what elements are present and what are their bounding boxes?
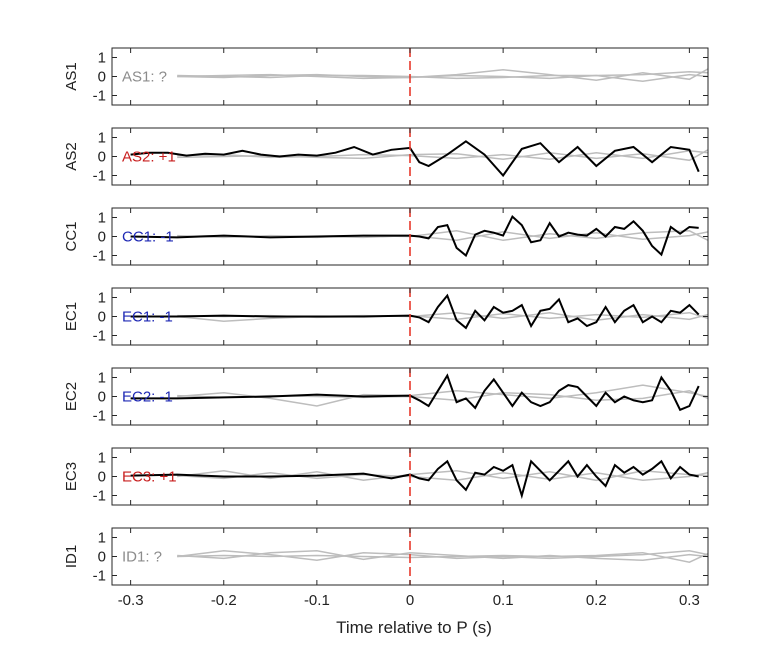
panel-as1: AS1: ? 1 0 -1 AS1 bbox=[63, 47, 709, 106]
y-tick-label: 1 bbox=[98, 130, 106, 147]
background-trace bbox=[177, 150, 708, 161]
x-tick-label: -0.2 bbox=[211, 592, 237, 609]
y-axis-label: EC3 bbox=[63, 462, 80, 491]
y-tick-label: 0 bbox=[98, 309, 106, 326]
y-tick-label: 1 bbox=[98, 530, 106, 547]
x-tick-label: 0 bbox=[406, 592, 414, 609]
y-axis-label: CC1 bbox=[63, 221, 80, 251]
background-trace bbox=[177, 231, 708, 242]
x-tick-label: 0.3 bbox=[679, 592, 700, 609]
plot-area bbox=[130, 208, 708, 265]
panel-ec1: EC1: -1 1 0 -1 EC1 bbox=[63, 287, 709, 346]
y-tick-label: -1 bbox=[93, 408, 106, 425]
panel-ec3: EC3: +1 1 0 -1 EC3 bbox=[63, 447, 709, 506]
background-trace bbox=[177, 73, 708, 83]
y-axis-label: EC2 bbox=[63, 382, 80, 411]
y-tick-label: 1 bbox=[98, 370, 106, 387]
y-tick-label: -1 bbox=[93, 248, 106, 265]
y-tick-label: 0 bbox=[98, 149, 106, 166]
main-trace bbox=[130, 214, 699, 258]
plot-area bbox=[177, 48, 708, 105]
y-tick-label: 1 bbox=[98, 450, 106, 467]
background-trace bbox=[177, 149, 708, 162]
x-tick-label: -0.1 bbox=[304, 592, 330, 609]
y-tick-label: -1 bbox=[93, 568, 106, 585]
main-trace bbox=[130, 140, 700, 178]
x-tick-label: 0.1 bbox=[493, 592, 514, 609]
y-tick-label: 1 bbox=[98, 290, 106, 307]
y-tick-label: -1 bbox=[93, 488, 106, 505]
y-axis-label: AS2 bbox=[63, 142, 80, 170]
plot-area bbox=[130, 448, 708, 505]
panel-annotation: ID1: ? bbox=[122, 549, 162, 566]
main-trace bbox=[130, 459, 699, 500]
background-trace bbox=[177, 311, 708, 323]
y-tick-label: 0 bbox=[98, 549, 106, 566]
x-axis-label: Time relative to P (s) bbox=[336, 618, 492, 637]
plot-area bbox=[177, 528, 708, 585]
y-tick-label: -1 bbox=[93, 328, 106, 345]
background-trace bbox=[177, 68, 708, 82]
y-axis-label: EC1 bbox=[63, 302, 80, 331]
y-axis-label: AS1 bbox=[63, 62, 80, 90]
y-tick-label: 0 bbox=[98, 469, 106, 486]
background-trace bbox=[177, 550, 708, 562]
panel-annotation: CC1: -1 bbox=[122, 229, 174, 246]
plot-area bbox=[130, 368, 708, 425]
background-trace bbox=[177, 551, 708, 563]
panel-annotation: EC2: -1 bbox=[122, 389, 173, 406]
panel-as2: AS2: +1 1 0 -1 AS2 bbox=[63, 127, 709, 186]
y-tick-label: 0 bbox=[98, 69, 106, 86]
y-tick-label: 0 bbox=[98, 229, 106, 246]
panel-annotation: EC1: -1 bbox=[122, 309, 173, 326]
panel-id1: ID1: ? 1 0 -1 ID1 bbox=[63, 527, 709, 586]
y-axis-label: ID1 bbox=[63, 545, 80, 568]
panel-annotation: AS1: ? bbox=[122, 69, 167, 86]
y-tick-label: 0 bbox=[98, 389, 106, 406]
background-trace bbox=[177, 71, 708, 80]
main-trace bbox=[130, 373, 700, 412]
x-axis: -0.3 -0.2 -0.1 0 0.1 0.2 0.3 bbox=[118, 592, 700, 609]
y-tick-label: -1 bbox=[93, 88, 106, 105]
plot-area bbox=[130, 288, 708, 345]
background-trace bbox=[177, 550, 708, 562]
x-tick-label: -0.3 bbox=[118, 592, 144, 609]
x-tick-label: 0.2 bbox=[586, 592, 607, 609]
main-trace bbox=[130, 293, 700, 330]
background-trace bbox=[177, 470, 708, 482]
panel-cc1: CC1: -1 1 0 -1 CC1 bbox=[63, 207, 709, 266]
panel-annotation: AS2: +1 bbox=[122, 149, 176, 166]
y-tick-label: -1 bbox=[93, 168, 106, 185]
panel-annotation: EC3: +1 bbox=[122, 469, 177, 486]
y-tick-label: 1 bbox=[98, 210, 106, 227]
background-trace bbox=[177, 384, 708, 407]
panel-ec2: EC2: -1 1 0 -1 EC2 bbox=[63, 367, 709, 426]
y-tick-label: 1 bbox=[98, 50, 106, 67]
plot-area bbox=[130, 128, 708, 185]
